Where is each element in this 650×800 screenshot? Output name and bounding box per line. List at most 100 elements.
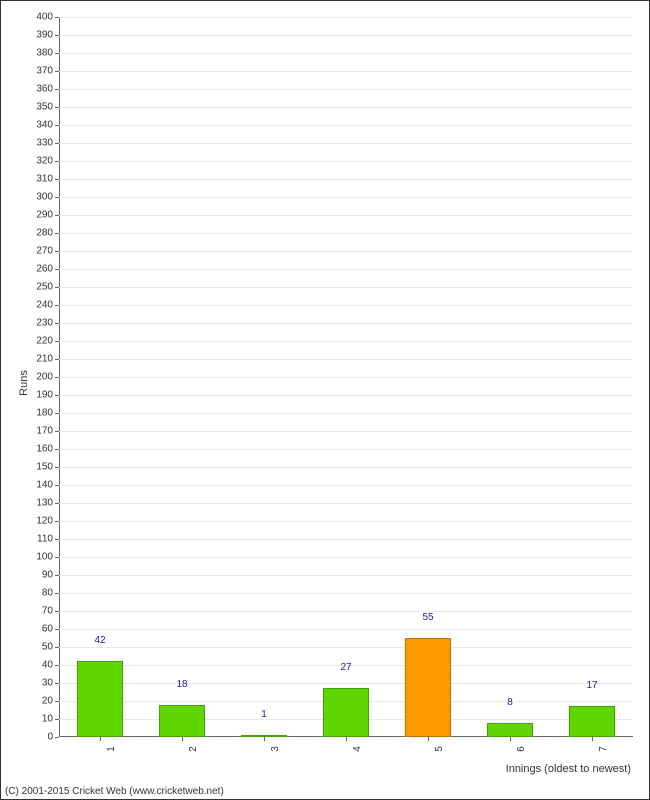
gridline [59, 71, 633, 72]
gridline [59, 503, 633, 504]
xtick-label: 6 [510, 746, 527, 752]
gridline [59, 305, 633, 306]
ytick-label: 0 [47, 732, 59, 743]
gridline [59, 287, 633, 288]
xtick-mark [428, 737, 429, 741]
ytick-label: 140 [36, 480, 59, 491]
ytick-label: 90 [42, 570, 59, 581]
ytick-label: 100 [36, 552, 59, 563]
chart-frame: 0 10 20 30 40 50 60 70 80 90 100 110 120 130 140 150 160… [0, 0, 650, 800]
bar-value-label: 8 [507, 697, 513, 710]
ytick-label: 290 [36, 210, 59, 221]
ytick-label: 40 [42, 660, 59, 671]
ytick-label: 110 [37, 534, 59, 545]
ytick-label: 70 [42, 606, 59, 617]
gridline [59, 413, 633, 414]
bar-value-label: 18 [176, 679, 187, 692]
x-axis-label: Innings (oldest to newest) [506, 763, 631, 775]
gridline [59, 53, 633, 54]
gridline [59, 179, 633, 180]
gridline [59, 377, 633, 378]
xtick-label: 3 [264, 746, 281, 752]
xtick-mark [510, 737, 511, 741]
ytick-label: 30 [42, 678, 59, 689]
ytick-label: 20 [42, 696, 59, 707]
ytick-label: 320 [36, 156, 59, 167]
gridline [59, 683, 633, 684]
bar [569, 706, 614, 737]
xtick-mark [346, 737, 347, 741]
plot-area: 0102030405060708090100110120130140150160… [59, 17, 633, 737]
gridline [59, 521, 633, 522]
gridline [59, 611, 633, 612]
bar-value-label: 1 [261, 709, 267, 722]
ytick-label: 260 [36, 264, 59, 275]
ytick-label: 250 [36, 282, 59, 293]
copyright-footer: (C) 2001-2015 Cricket Web (www.cricketwe… [5, 786, 224, 797]
gridline [59, 359, 633, 360]
gridline [59, 197, 633, 198]
gridline [59, 449, 633, 450]
ytick-label: 390 [36, 30, 59, 41]
ytick-label: 280 [36, 228, 59, 239]
gridline [59, 593, 633, 594]
ytick-label: 210 [36, 354, 59, 365]
xtick-label: 2 [182, 746, 199, 752]
xtick-label: 1 [100, 746, 117, 752]
gridline [59, 233, 633, 234]
bar [77, 661, 122, 737]
bar-value-label: 27 [340, 662, 351, 675]
ytick-label: 270 [36, 246, 59, 257]
xtick-label: 5 [428, 746, 445, 752]
y-axis-label: Runs [18, 370, 30, 396]
ytick-label: 300 [36, 192, 59, 203]
xtick-mark [592, 737, 593, 741]
ytick-label: 400 [36, 12, 59, 23]
bar [405, 638, 450, 737]
bar [487, 723, 532, 737]
ytick-label: 160 [36, 444, 59, 455]
gridline [59, 647, 633, 648]
ytick-label: 150 [36, 462, 59, 473]
xtick-mark [264, 737, 265, 741]
gridline [59, 539, 633, 540]
gridline [59, 485, 633, 486]
xtick-label: 7 [592, 746, 609, 752]
ytick-label: 10 [42, 714, 59, 725]
gridline [59, 557, 633, 558]
gridline [59, 323, 633, 324]
ytick-label: 310 [36, 174, 59, 185]
ytick-label: 60 [42, 624, 59, 635]
ytick-label: 220 [36, 336, 59, 347]
gridline [59, 431, 633, 432]
gridline [59, 395, 633, 396]
gridline [59, 467, 633, 468]
xtick-mark [182, 737, 183, 741]
ytick-label: 50 [42, 642, 59, 653]
ytick-label: 80 [42, 588, 59, 599]
ytick-label: 330 [36, 138, 59, 149]
gridline [59, 89, 633, 90]
ytick-label: 360 [36, 84, 59, 95]
bar-value-label: 42 [94, 635, 105, 648]
gridline [59, 35, 633, 36]
gridline [59, 125, 633, 126]
gridline [59, 161, 633, 162]
xtick-mark [100, 737, 101, 741]
bar-value-label: 17 [586, 680, 597, 693]
ytick-label: 180 [36, 408, 59, 419]
ytick-label: 340 [36, 120, 59, 131]
gridline [59, 107, 633, 108]
bar-value-label: 55 [422, 612, 433, 625]
ytick-label: 380 [36, 48, 59, 59]
ytick-label: 170 [36, 426, 59, 437]
bar [159, 705, 204, 737]
gridline [59, 143, 633, 144]
ytick-label: 240 [36, 300, 59, 311]
ytick-label: 230 [36, 318, 59, 329]
ytick-label: 130 [36, 498, 59, 509]
gridline [59, 17, 633, 18]
ytick-label: 120 [36, 516, 59, 527]
bar [323, 688, 368, 737]
xtick-label: 4 [346, 746, 363, 752]
